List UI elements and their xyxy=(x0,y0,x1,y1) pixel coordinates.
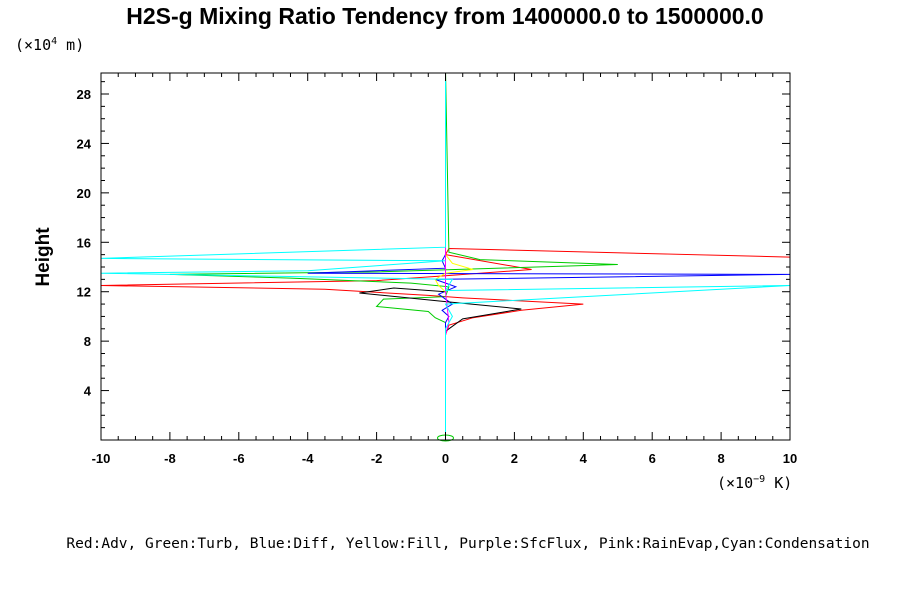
x-tick-label: 0 xyxy=(442,451,449,466)
chart-title: H2S-g Mixing Ratio Tendency from 1400000… xyxy=(126,3,763,29)
x-tick-label: -6 xyxy=(233,451,245,466)
x-tick-label: -10 xyxy=(92,451,111,466)
series-line-3 xyxy=(359,73,522,440)
series-line-2 xyxy=(307,73,790,440)
x-tick-label: 10 xyxy=(783,451,797,466)
series-line-6 xyxy=(101,73,790,440)
y-tick-label: 20 xyxy=(77,186,91,201)
y-axis-units: (×104 m) xyxy=(15,36,84,54)
x-tick-label: 2 xyxy=(511,451,518,466)
y-tick-label: 28 xyxy=(77,87,91,102)
series-line-1 xyxy=(169,73,618,440)
x-tick-label: 4 xyxy=(580,451,588,466)
legend: Red:Adv, Green:Turb, Blue:Diff, Yellow:F… xyxy=(66,536,869,552)
y-axis-label: Height xyxy=(33,227,54,287)
y-tick-label: 24 xyxy=(77,136,92,151)
x-tick-label: 6 xyxy=(649,451,656,466)
x-axis-units: (×10−9 K) xyxy=(717,474,792,492)
y-tick-label: 4 xyxy=(84,384,92,399)
x-tick-label: 8 xyxy=(717,451,724,466)
y-tick-label: 8 xyxy=(84,334,91,349)
x-tick-label: -8 xyxy=(164,451,176,466)
series-line-0 xyxy=(101,247,790,440)
x-tick-label: -4 xyxy=(302,451,314,466)
y-tick-label: 12 xyxy=(77,285,91,300)
y-tick-label: 16 xyxy=(77,235,91,250)
x-tick-label: -2 xyxy=(371,451,383,466)
